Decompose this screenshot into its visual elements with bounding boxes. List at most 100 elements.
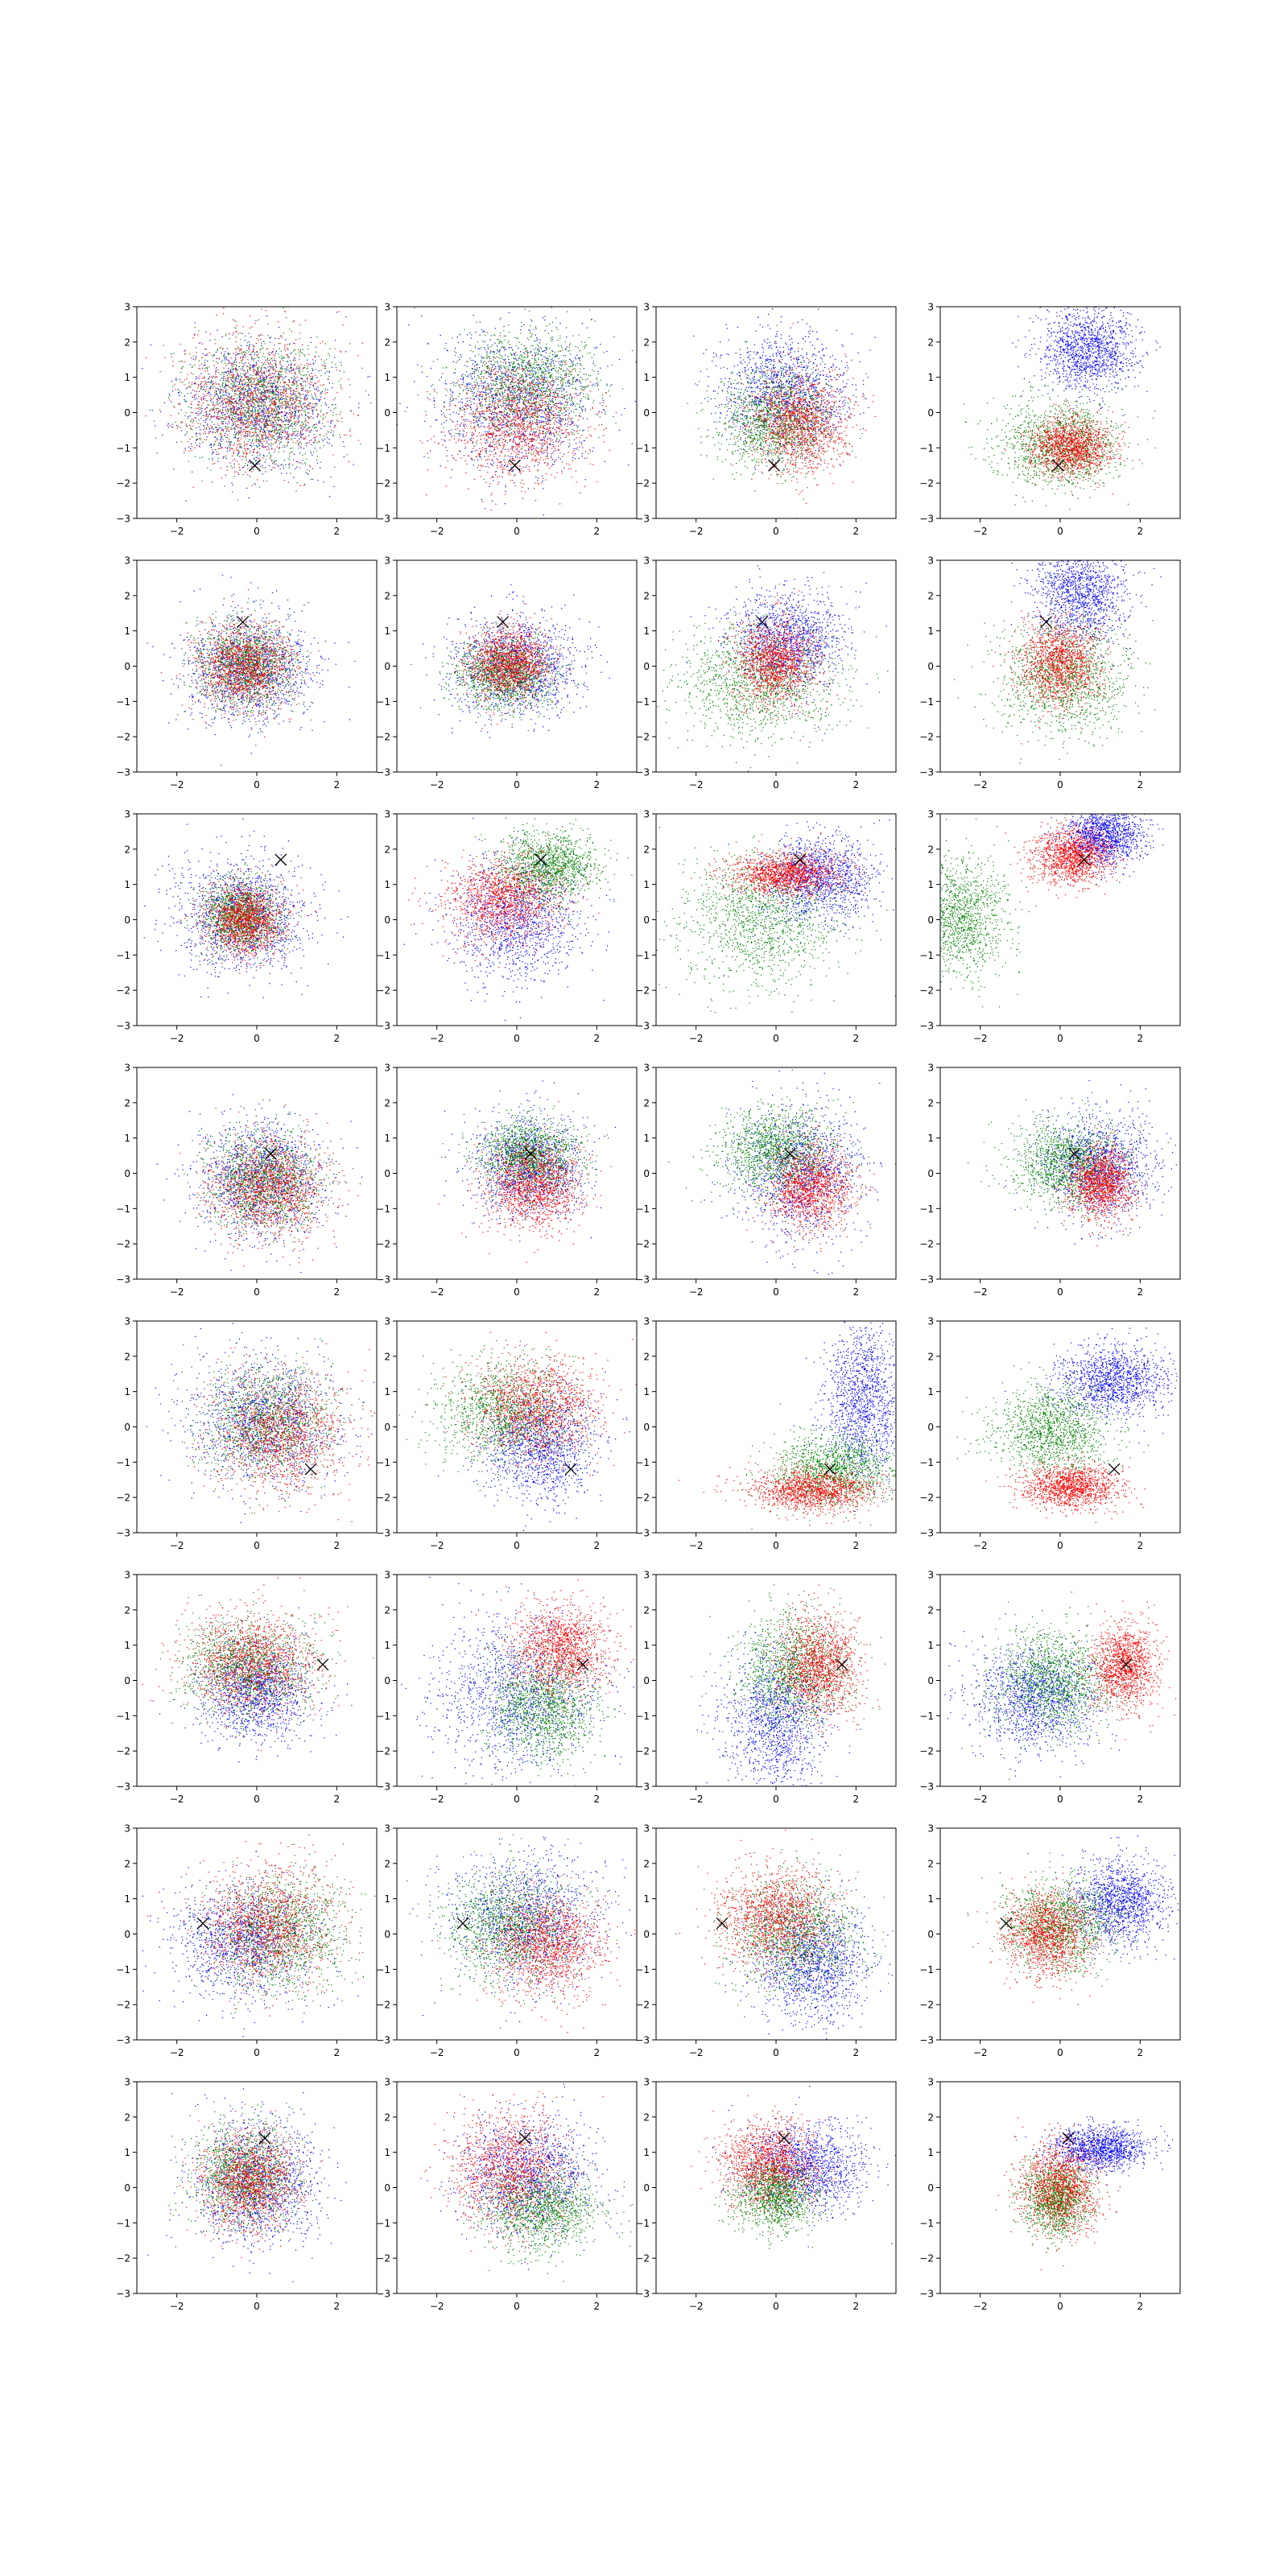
point [507,442,508,443]
point [244,354,245,355]
point [288,468,289,469]
point [281,428,282,429]
point [257,434,258,435]
point [226,358,227,359]
point [235,421,236,422]
point [272,417,273,418]
point [272,373,273,374]
point [192,426,193,427]
point [234,382,235,383]
point [295,398,296,399]
point [320,399,321,400]
point [305,414,306,415]
y-tick-label: −3 [116,514,130,525]
point [322,439,323,440]
point [234,431,235,432]
point [557,388,558,389]
point [252,485,253,486]
point [239,350,240,351]
point [511,390,512,391]
x-tick-label: 0 [254,526,260,537]
point [252,415,253,416]
point [247,412,248,413]
point [320,397,321,398]
point [223,378,224,379]
point [268,386,269,387]
point [450,399,451,400]
point [301,434,302,435]
point [221,430,222,431]
point [335,425,336,426]
point [241,349,242,350]
point [242,354,243,355]
point [242,357,243,358]
point [221,423,222,424]
point [286,384,287,385]
point [267,358,268,359]
point [340,370,341,371]
point [201,406,202,407]
point [266,420,267,421]
point [302,455,303,456]
point [351,411,352,412]
point [500,349,501,350]
point [269,360,270,361]
point [280,395,281,396]
point [290,405,291,406]
point [237,427,238,428]
point [207,370,208,371]
point [224,353,225,354]
point [514,437,515,438]
point [264,379,265,380]
point [539,340,540,341]
point [260,394,261,395]
point [208,459,209,460]
point [452,421,453,422]
point [259,413,260,414]
point [369,376,370,377]
point [459,359,460,360]
point [266,407,267,408]
point [228,353,229,354]
point [217,460,218,461]
point [284,480,285,481]
point [207,401,208,402]
point [268,407,269,408]
point [239,456,240,457]
point [287,349,288,350]
point [316,403,317,404]
point [175,379,176,380]
point [261,386,262,387]
point [284,377,285,378]
point [262,386,263,387]
point [271,413,272,414]
point [307,368,308,369]
point [193,487,194,488]
point [226,398,227,399]
point [546,434,547,435]
point [492,501,493,502]
point [204,427,205,428]
point [344,456,345,457]
point [284,411,285,412]
point [245,472,246,473]
point [229,403,230,404]
point [221,421,222,422]
point [256,364,257,365]
point [259,437,260,438]
point [223,421,224,422]
point [251,365,252,366]
point [284,398,285,399]
point [197,404,198,405]
point [313,425,314,426]
point [316,450,317,451]
point [270,368,271,369]
point [260,380,261,381]
point [307,381,308,382]
point [220,427,221,428]
point [189,353,190,354]
point [265,471,266,472]
point [252,432,253,433]
point [492,400,493,401]
point [275,420,276,421]
